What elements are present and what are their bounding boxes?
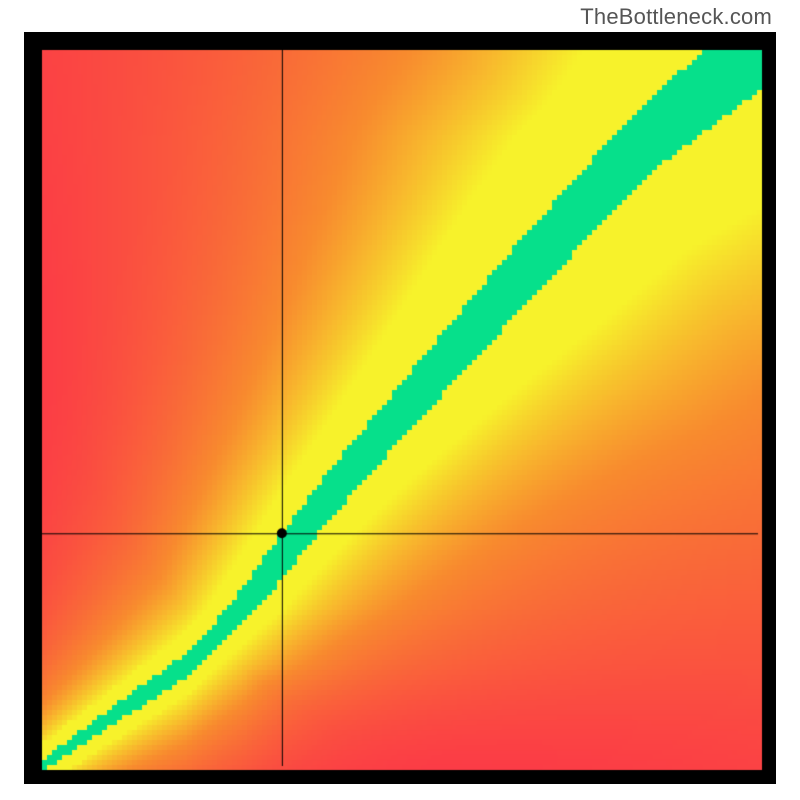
frame: TheBottleneck.com <box>0 0 800 800</box>
heatmap-canvas <box>24 32 776 784</box>
watermark-text: TheBottleneck.com <box>580 4 772 30</box>
bottleneck-heatmap <box>24 32 776 784</box>
